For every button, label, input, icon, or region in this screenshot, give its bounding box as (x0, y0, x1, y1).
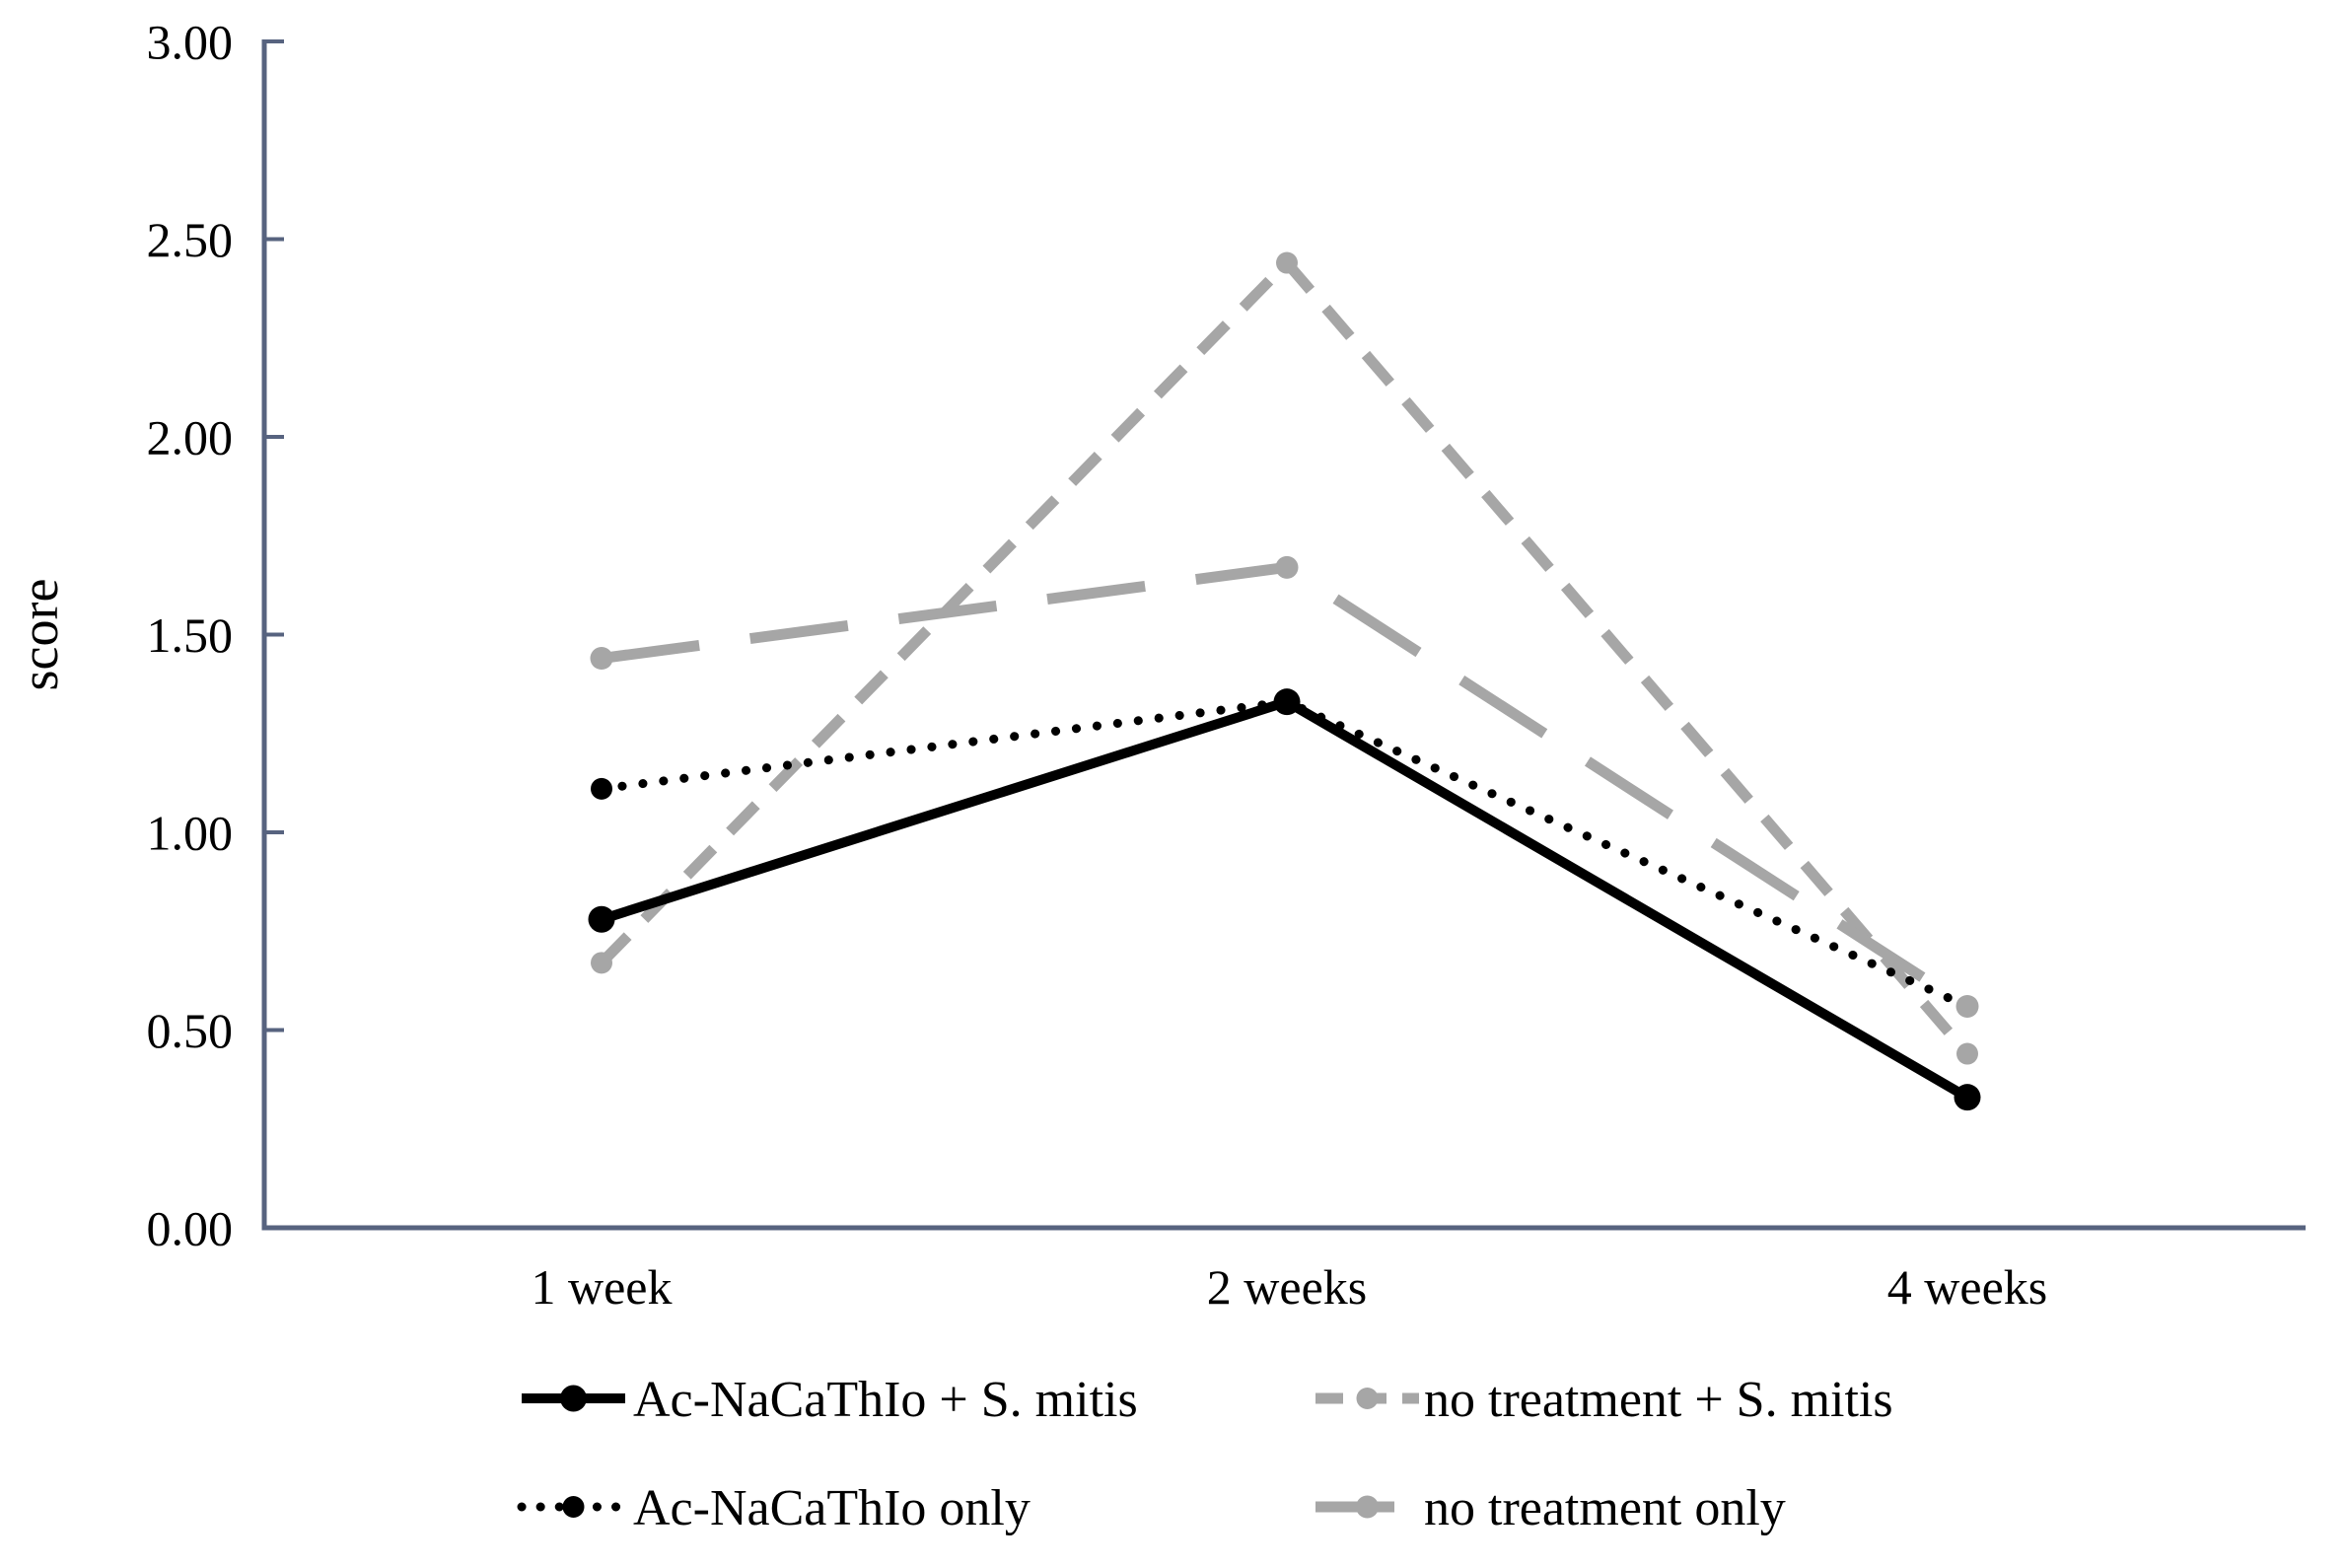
data-point-marker (591, 952, 612, 974)
x-category-label: 1 week (532, 1259, 673, 1315)
series-line (598, 257, 1972, 1058)
series-solid (588, 688, 1981, 1111)
data-point-marker (1273, 688, 1301, 716)
legend-swatch-marker (562, 1496, 585, 1518)
y-tick-label: 1.50 (147, 607, 234, 663)
data-point-marker (590, 647, 613, 671)
y-tick-label: 2.00 (147, 410, 234, 465)
legend-item: no treatment + S. mitis (1315, 1372, 1893, 1428)
data-point-marker (1275, 555, 1299, 579)
data-point-marker (1954, 1084, 1981, 1111)
y-tick-label: 2.50 (147, 212, 234, 267)
y-tick-label: 0.50 (147, 1003, 234, 1058)
legend-item: Ac-NaCaThIo + S. mitis (522, 1372, 1138, 1428)
series-group (588, 251, 1981, 1111)
legend: Ac-NaCaThIo + S. mitis no treatment + S. … (517, 1372, 1893, 1536)
series-line (601, 561, 1970, 1012)
legend-label: no treatment only (1424, 1480, 1786, 1536)
y-tick-label: 1.00 (147, 806, 234, 861)
x-category-label: 4 weeks (1887, 1259, 2047, 1315)
data-point-marker (591, 777, 612, 800)
legend-label: Ac-NaCaThIo only (633, 1480, 1031, 1536)
legend-item: Ac-NaCaThIo only (517, 1480, 1031, 1536)
y-tick-label: 0.00 (147, 1201, 234, 1256)
legend-swatch-marker (1356, 1388, 1379, 1409)
legend-swatch-marker (1356, 1495, 1379, 1519)
x-category-label: 2 weeks (1207, 1259, 1367, 1315)
data-point-marker (588, 905, 615, 933)
y-tick-label: 3.00 (147, 15, 234, 70)
series-long-dash (590, 555, 1979, 1018)
series-short-dash (591, 251, 1978, 1065)
legend-label: Ac-NaCaThIo + S. mitis (633, 1372, 1138, 1428)
data-point-marker (1955, 994, 1979, 1018)
legend-label: no treatment + S. mitis (1424, 1372, 1893, 1428)
legend-swatch-marker (560, 1385, 587, 1412)
data-point-marker (1276, 251, 1298, 274)
legend-item: no treatment only (1315, 1480, 1786, 1536)
y-axis-title: score (10, 579, 69, 691)
axes: 0.00 0.50 1.00 1.50 2.00 2.50 3.00 1 week 2 week… (147, 15, 2306, 1315)
data-point-marker (1956, 1042, 1978, 1065)
